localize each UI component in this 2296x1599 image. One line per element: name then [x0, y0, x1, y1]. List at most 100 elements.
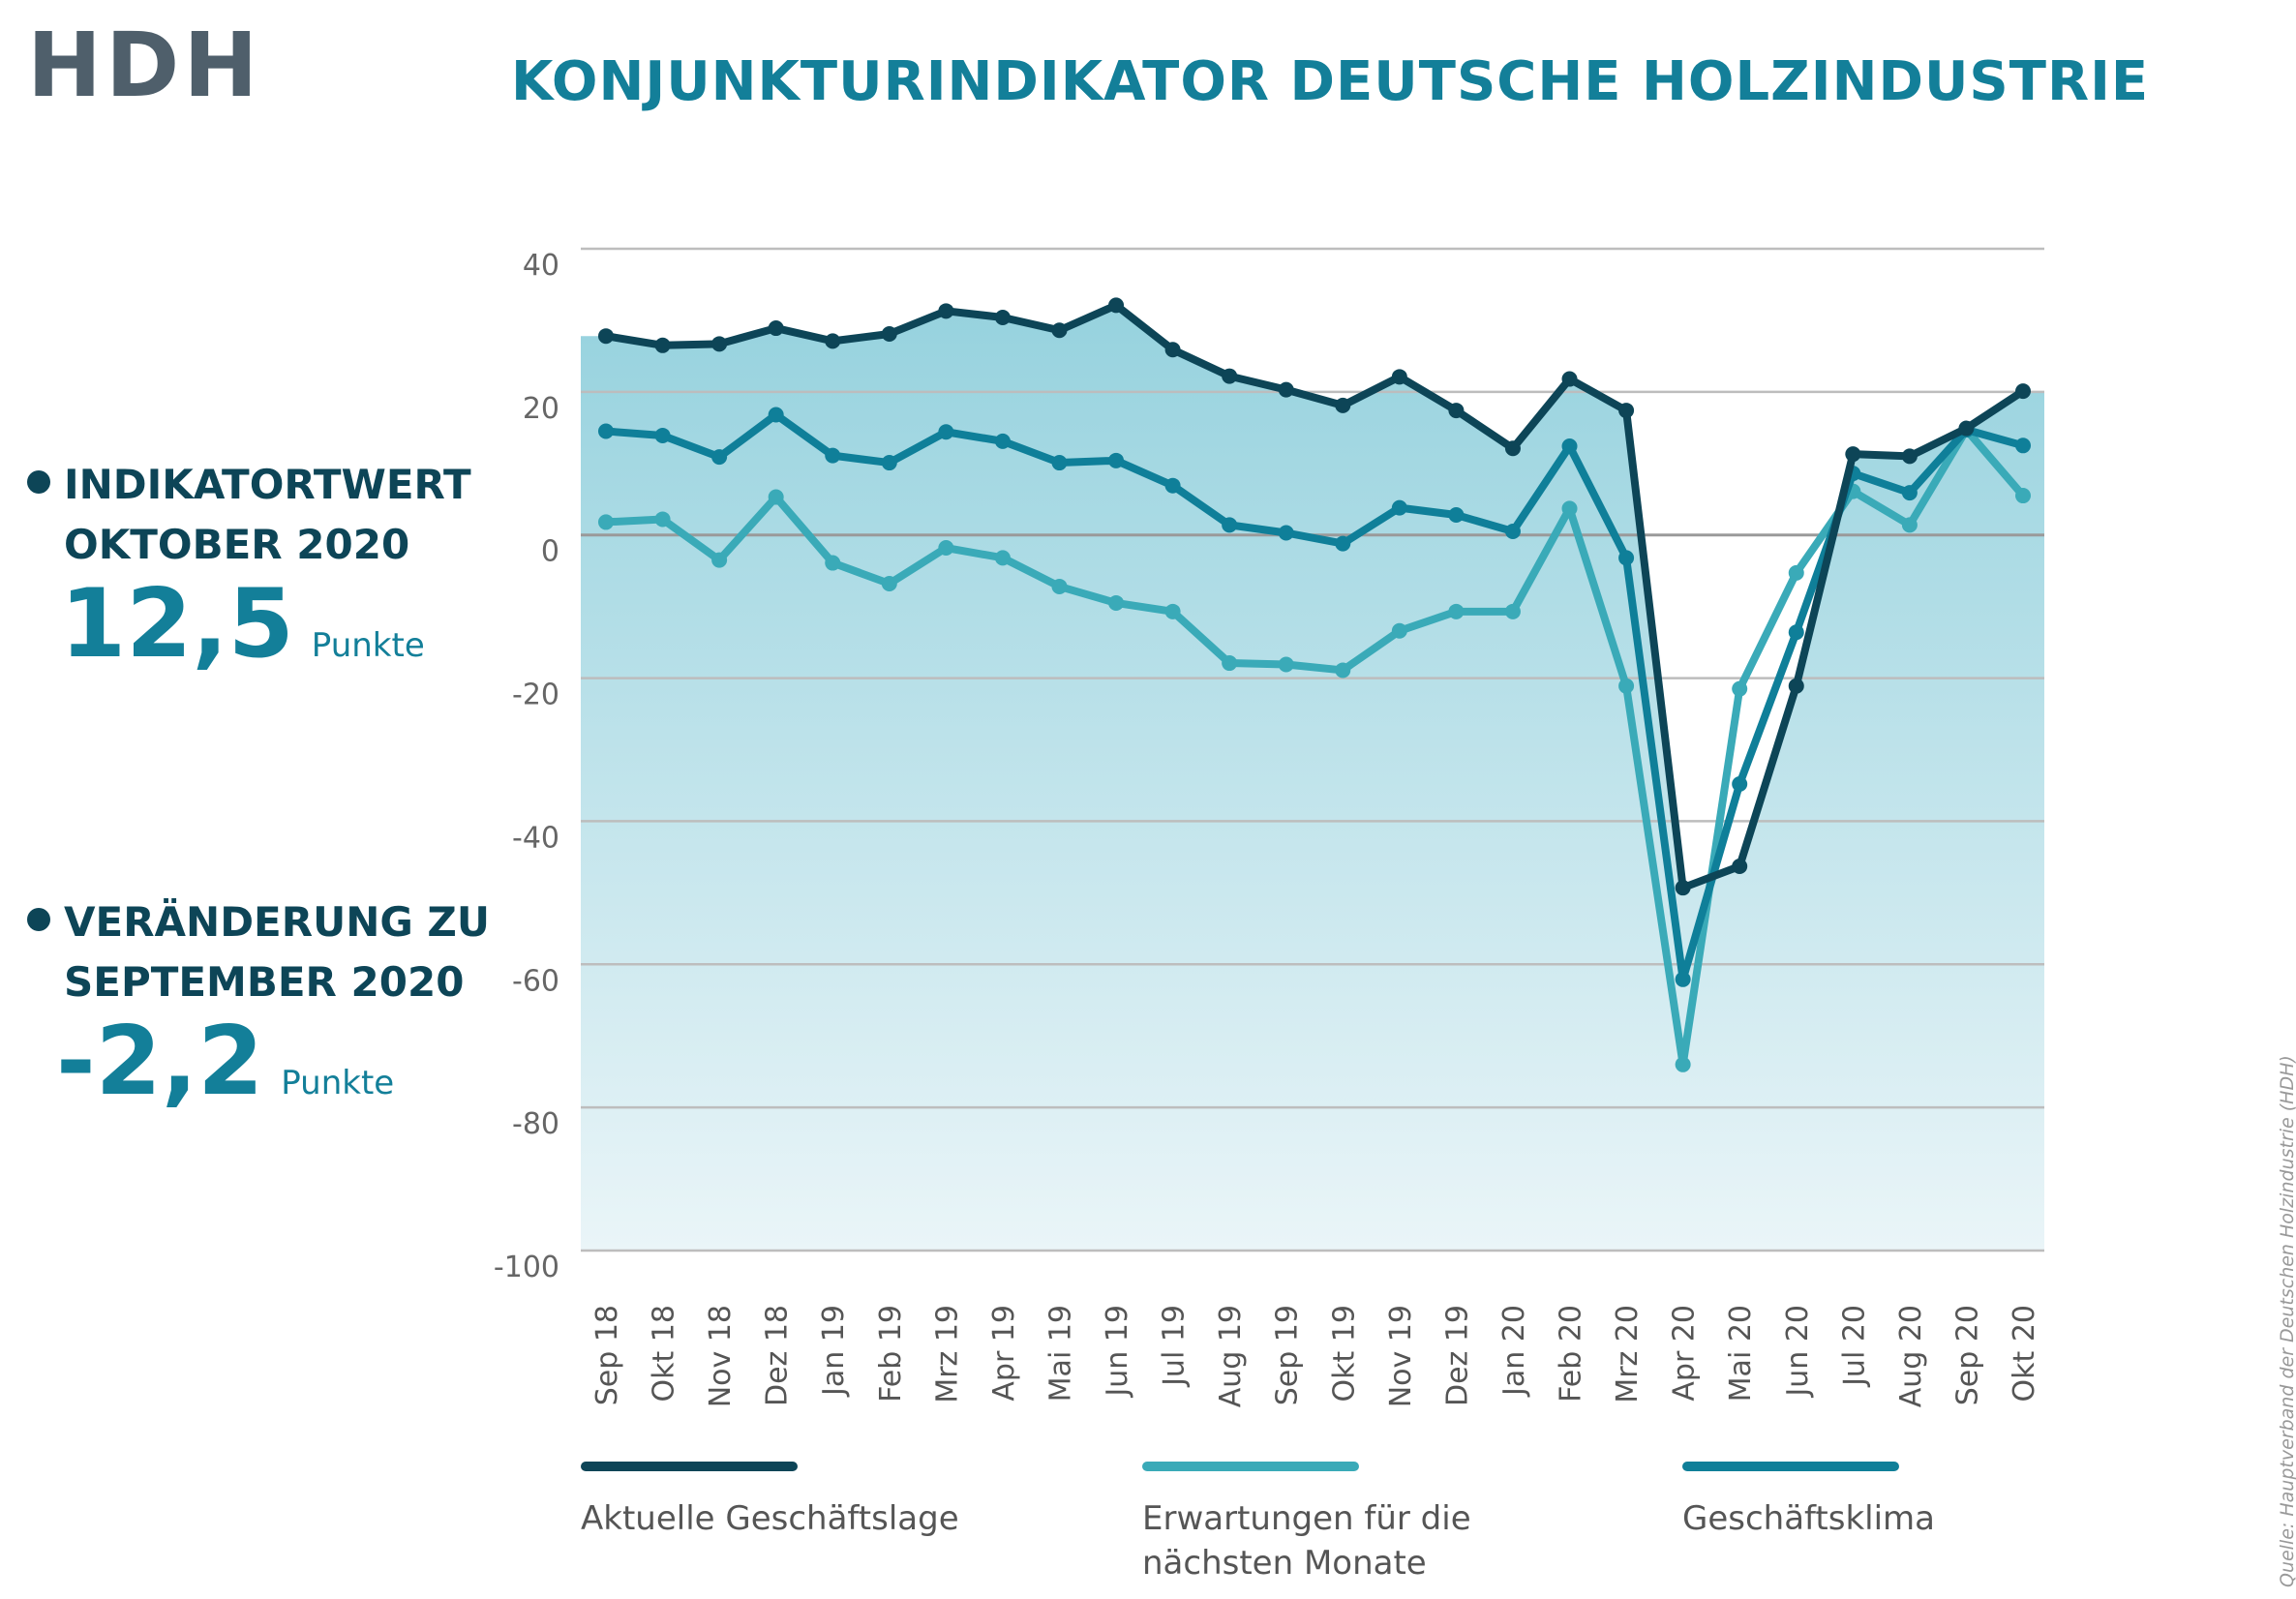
data-point [1561, 500, 1578, 517]
x-tick-label: Aug 20 [1894, 1305, 1928, 1407]
x-tick-label: Jul 20 [1837, 1305, 1871, 1388]
y-tick-label: -60 [512, 964, 559, 998]
x-tick-label: Mai 20 [1724, 1305, 1758, 1402]
series-line [602, 410, 2027, 983]
data-point [1732, 859, 1748, 875]
data-point [598, 328, 614, 345]
data-point [654, 337, 671, 353]
x-tick-label: Jun 20 [1781, 1305, 1815, 1399]
series-1 [598, 422, 2031, 1072]
data-point [881, 455, 897, 471]
x-tick-label: Jun 19 [1101, 1305, 1134, 1399]
x-axis: Sep 18 Okt 18 Nov 18 Dez 18 Jan 19 Feb 19 Mrz … [590, 1305, 2041, 1407]
data-point [1675, 880, 1691, 896]
x-tick-label: Feb 20 [1555, 1305, 1588, 1403]
data-point [2015, 437, 2031, 454]
data-point [1788, 678, 1804, 694]
data-point [1164, 342, 1181, 358]
data-point [1504, 603, 1521, 619]
chart-area [581, 305, 2044, 1251]
data-point [1788, 564, 1804, 581]
data-point [711, 552, 728, 568]
data-point [938, 424, 954, 440]
legend-item-klima: Geschäftsklima [1682, 1462, 1935, 1541]
data-point [825, 333, 841, 349]
x-tick-label: Jan 20 [1497, 1305, 1531, 1398]
data-point [1108, 452, 1125, 468]
x-tick-label: Aug 19 [1214, 1305, 1248, 1407]
x-tick-label: Sep 20 [1950, 1305, 1984, 1405]
data-point [1618, 403, 1635, 419]
legend-swatch [581, 1462, 798, 1471]
data-point [1901, 485, 1918, 501]
legend-label: Erwartungen für die nächsten Monate [1142, 1499, 1471, 1583]
series-line [602, 426, 2027, 1069]
bullet-icon [27, 470, 50, 494]
y-tick-label: 20 [523, 392, 559, 426]
legend-label: Aktuelle Geschäftslage [581, 1499, 959, 1538]
data-point [768, 489, 784, 505]
data-point [1618, 678, 1635, 694]
data-point [1448, 507, 1465, 524]
x-tick-label: Dez 19 [1440, 1305, 1474, 1406]
chart-series [598, 297, 2031, 1072]
kpi-label-line2: SEPTEMBER 2020 [64, 958, 465, 1006]
data-point [1391, 499, 1407, 516]
data-point [825, 555, 841, 571]
data-point [1788, 624, 1804, 641]
kpi-label: INDIKATORTWERT OKTOBER 2020 [64, 455, 471, 575]
x-tick-label: Mai 19 [1043, 1305, 1077, 1402]
x-tick-label: Sep 18 [590, 1305, 624, 1405]
data-point [1108, 297, 1125, 314]
x-tick-label: Nov 19 [1384, 1305, 1418, 1407]
x-tick-label: Dez 18 [761, 1305, 795, 1406]
data-point [1675, 971, 1691, 987]
data-point [825, 447, 841, 464]
kpi-veraenderung: VERÄNDERUNG ZU SEPTEMBER 2020 -2,2 Punkt… [27, 892, 490, 1109]
data-point [1278, 525, 1294, 541]
kpi-indikatorwert: INDIKATORTWERT OKTOBER 2020 12,5 Punkte [27, 455, 471, 672]
data-point [994, 433, 1011, 449]
data-point [1448, 403, 1465, 419]
data-point [1504, 440, 1521, 457]
x-tick-label: Nov 18 [704, 1305, 738, 1407]
data-point [768, 320, 784, 337]
data-point [1391, 622, 1407, 639]
data-point [1732, 680, 1748, 697]
hdh-logo: HDH [27, 14, 262, 117]
data-point [1278, 381, 1294, 398]
data-point [1448, 603, 1465, 619]
data-point [1335, 535, 1351, 552]
data-point [1901, 448, 1918, 465]
series-line [602, 301, 2027, 892]
data-point [1222, 517, 1238, 533]
data-point [2015, 488, 2031, 504]
data-point [1391, 369, 1407, 385]
data-point [994, 550, 1011, 566]
y-tick-label: -20 [512, 679, 559, 712]
y-axis: 40 20 0 -20 -40 -60 -80 -100 [494, 249, 559, 1284]
source-note: Quelle: Hauptverband der Deutschen Holzi… [2277, 1055, 2296, 1587]
data-point [1958, 420, 1975, 437]
data-point [1051, 322, 1068, 339]
x-tick-label: Mrz 20 [1611, 1305, 1645, 1403]
data-point [1561, 371, 1578, 387]
data-point [1051, 578, 1068, 594]
data-point [711, 449, 728, 466]
x-tick-label: Okt 20 [2008, 1305, 2041, 1402]
data-point [1051, 455, 1068, 471]
kpi-label: VERÄNDERUNG ZU SEPTEMBER 2020 [64, 892, 490, 1012]
data-point [1164, 477, 1181, 494]
x-tick-label: Jan 19 [817, 1305, 851, 1398]
data-point [1222, 655, 1238, 672]
data-point [2015, 383, 2031, 400]
data-point [1164, 603, 1181, 619]
data-point [1901, 517, 1918, 533]
data-point [881, 325, 897, 342]
area-fill [581, 305, 2044, 1251]
legend-item-erwartungen: Erwartungen für die nächsten Monate [1142, 1462, 1471, 1585]
x-tick-label: Okt 19 [1327, 1305, 1361, 1402]
legend-swatch [1682, 1462, 1899, 1471]
data-point [1675, 1056, 1691, 1072]
